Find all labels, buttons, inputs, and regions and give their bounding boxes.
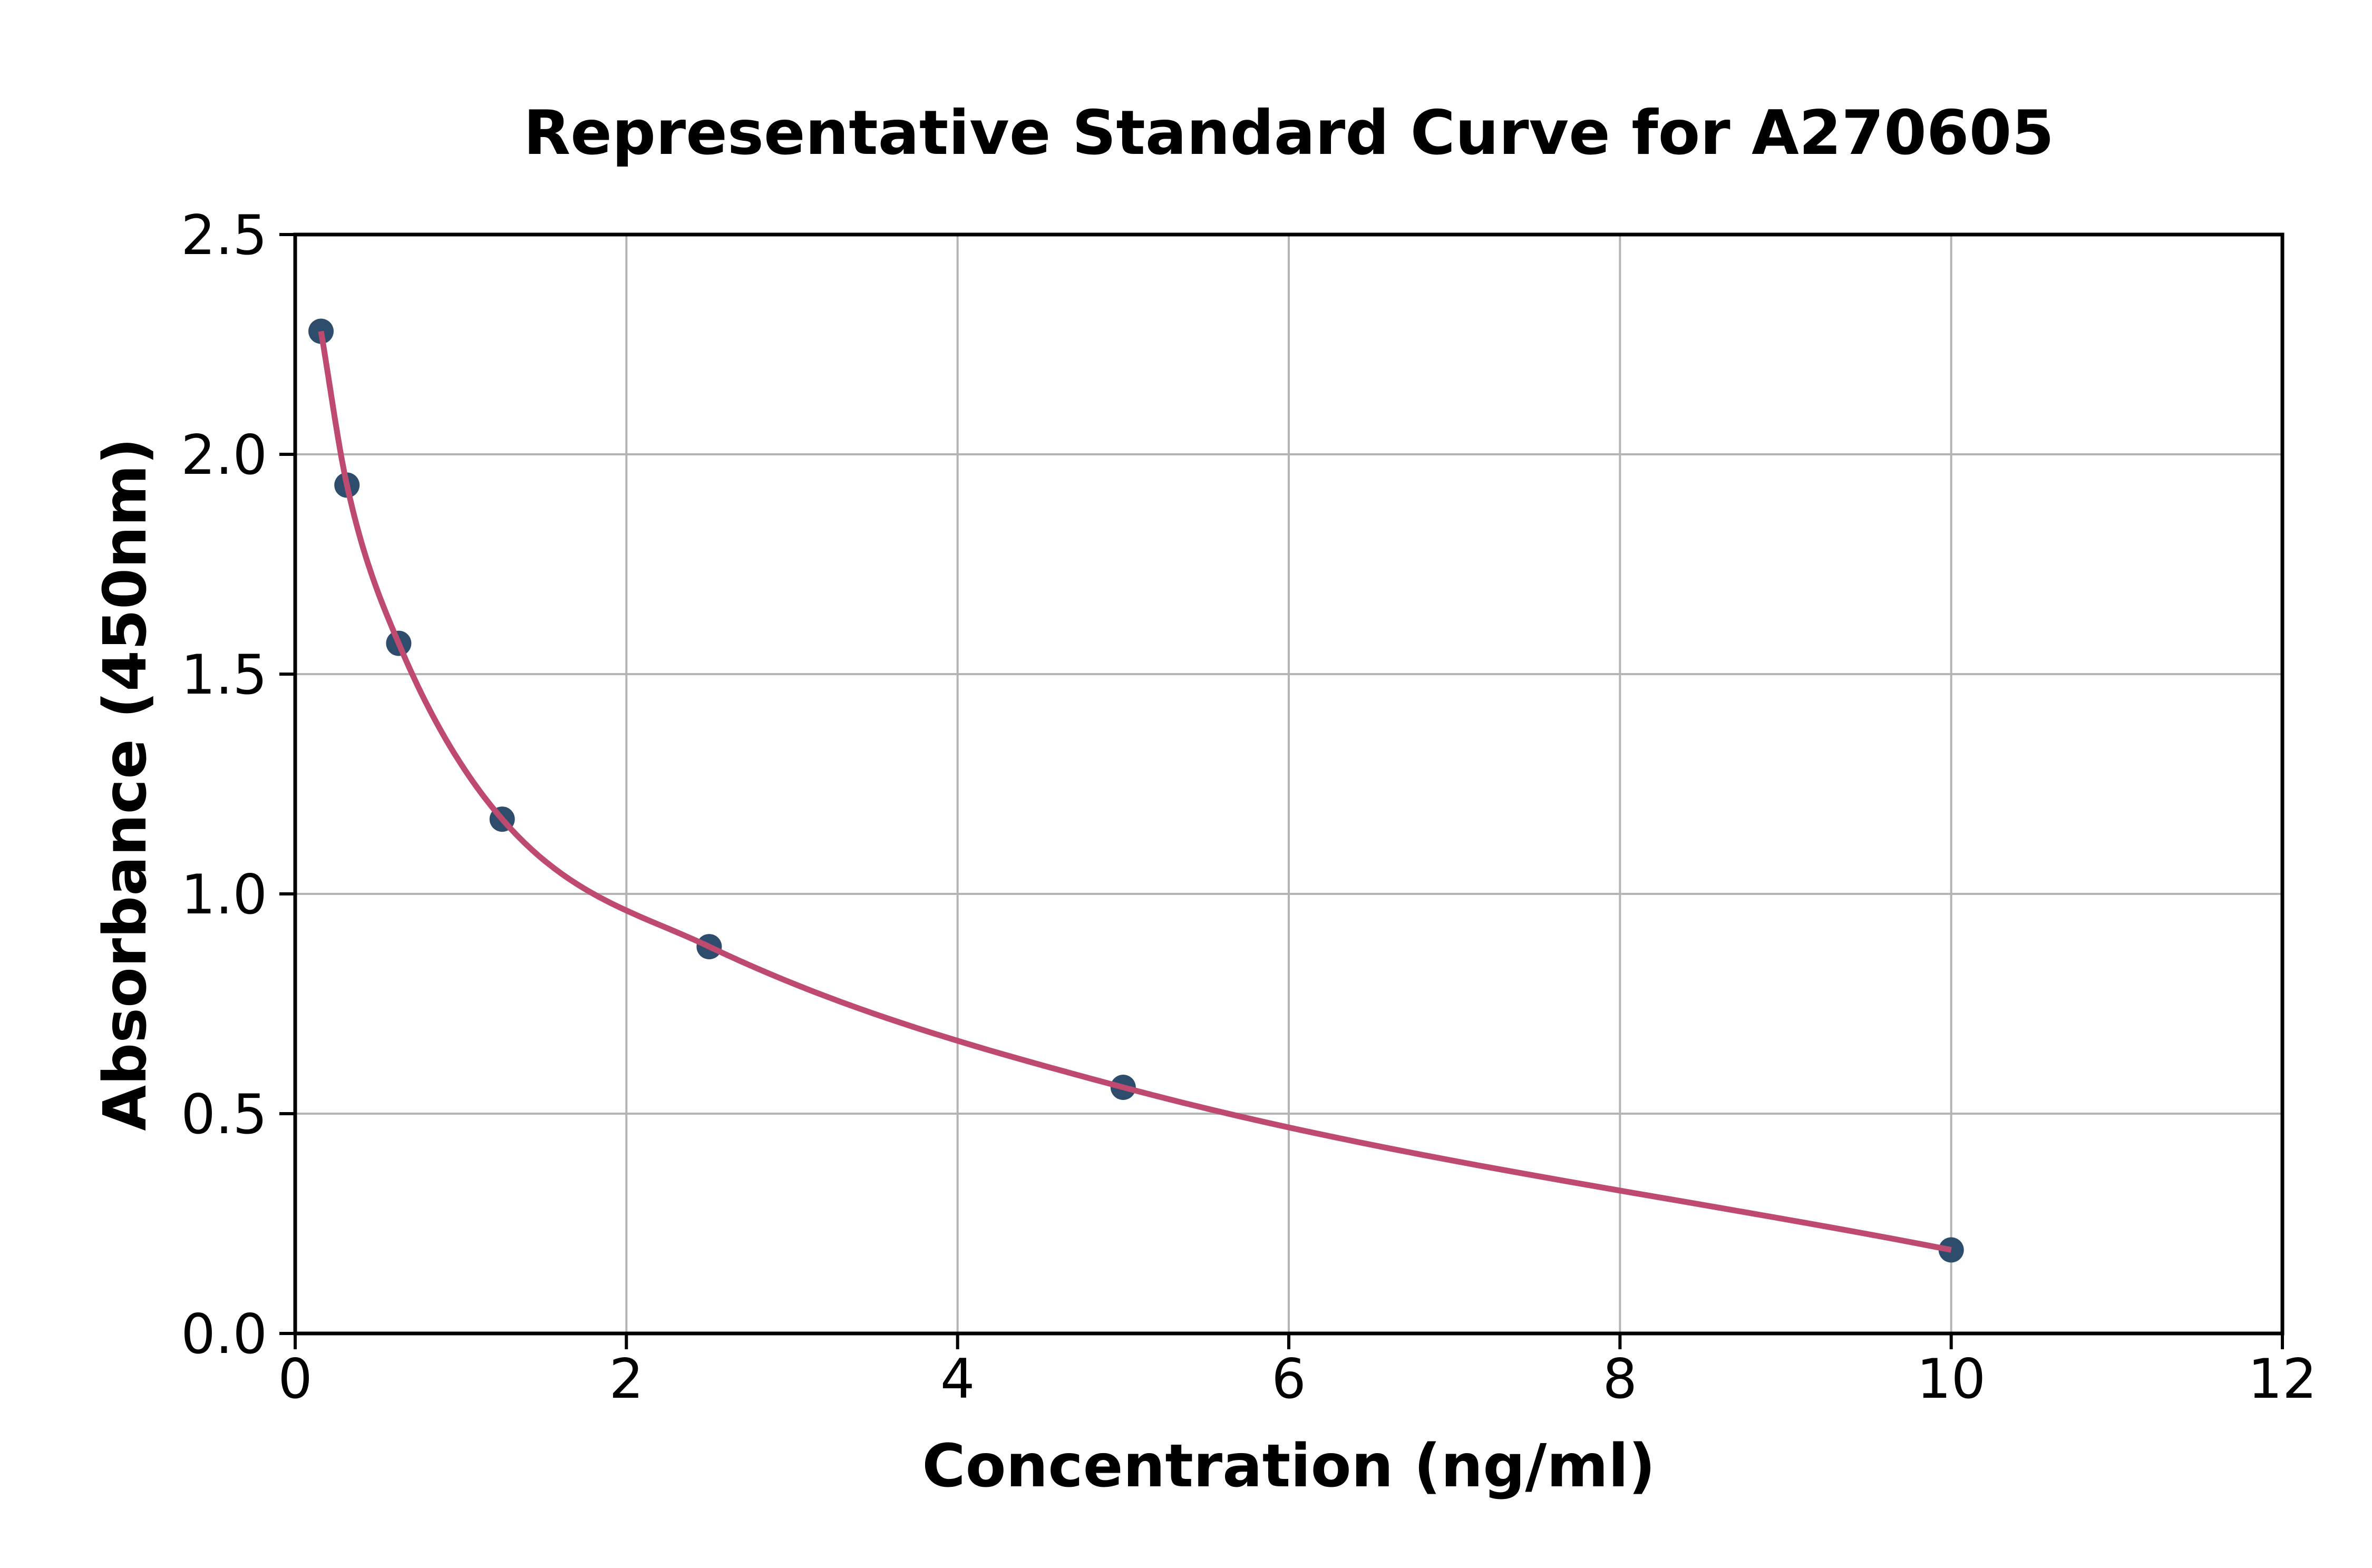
data-layer <box>308 318 1964 1263</box>
chart-title: Representative Standard Curve for A27060… <box>523 98 2054 169</box>
y-tick-label: 0.0 <box>181 1303 267 1366</box>
x-tick-label: 6 <box>1271 1348 1306 1411</box>
y-tick-label: 1.0 <box>181 863 267 927</box>
x-tick-label: 2 <box>609 1348 644 1411</box>
y-tick-label: 1.5 <box>181 644 267 707</box>
tick-label-layer: 0 2 4 6 8 10 12 0.0 0.5 1.0 1.5 2.0 2.5 <box>181 204 2317 1411</box>
x-axis-label: Concentration (ng/ml) <box>922 1432 1655 1501</box>
y-tick-label: 2.5 <box>181 204 267 267</box>
y-tick-label: 2.0 <box>181 424 267 487</box>
x-tick-label: 8 <box>1603 1348 1638 1411</box>
x-tick-label: 4 <box>940 1348 975 1411</box>
y-axis-label: Absorbance (450nm) <box>91 437 160 1131</box>
tick-layer <box>279 233 2284 1349</box>
fit-curve <box>318 330 1952 1253</box>
x-tick-label: 10 <box>1917 1348 1986 1411</box>
plot-border-box <box>293 232 2284 1336</box>
x-tick-label: 12 <box>2248 1348 2317 1411</box>
grid-layer <box>295 235 2282 1333</box>
y-tick-label: 0.5 <box>181 1083 267 1146</box>
x-tick-label: 0 <box>278 1348 313 1411</box>
